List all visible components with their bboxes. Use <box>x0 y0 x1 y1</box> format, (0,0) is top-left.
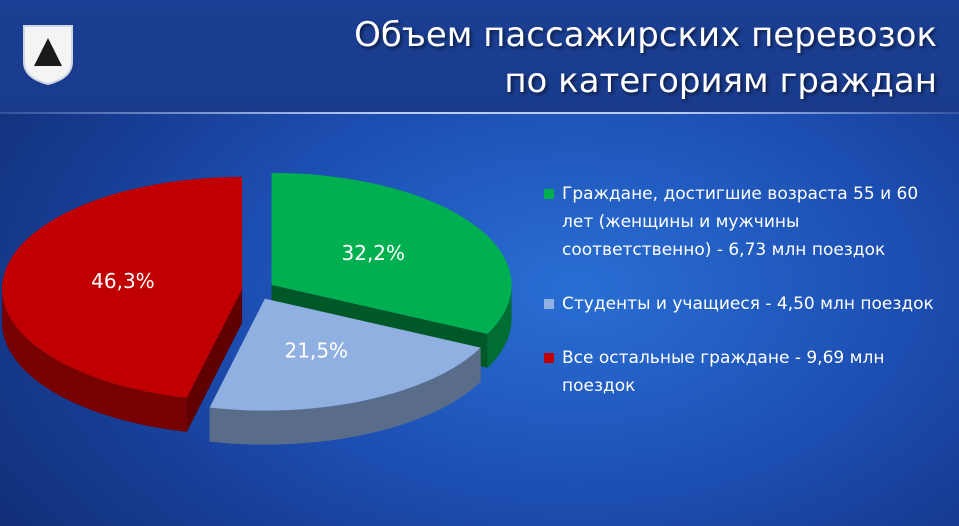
header-divider <box>0 112 959 114</box>
legend: Граждане, достигшие возраста 55 и 60 лет… <box>542 180 952 426</box>
legend-label: Студенты и учащиеся - 4,50 млн поездок <box>562 294 934 314</box>
pie-slice-1 <box>209 298 481 411</box>
legend-label: Граждане, достигшие возраста 55 и 60 лет… <box>562 184 919 260</box>
shield-emblem-icon <box>20 22 76 86</box>
legend-label: Все остальные граждане - 9,69 млн поездо… <box>562 348 885 396</box>
pie-chart: 32,2% 21,5% 46,3% <box>2 172 512 445</box>
pie-slice-0 <box>271 172 512 334</box>
legend-item-red: Все остальные граждане - 9,69 млн поездо… <box>542 344 952 400</box>
legend-swatch-green <box>544 189 554 199</box>
data-label-1: 21,5% <box>285 338 349 362</box>
legend-item-green: Граждане, достигшие возраста 55 и 60 лет… <box>542 180 952 264</box>
data-label-0: 32,2% <box>342 241 406 265</box>
legend-swatch-light-blue <box>544 299 554 309</box>
pie-slice-side-2 <box>2 288 187 432</box>
pie-slice-side-0 <box>487 284 512 368</box>
title-line-1: Объем пассажирских перевозок <box>354 15 937 55</box>
page-title: Объем пассажирских перевозок по категори… <box>297 12 937 104</box>
title-line-2: по категориям граждан <box>504 61 937 101</box>
pie-slice-wall-2-0 <box>186 288 243 432</box>
data-label-2: 46,3% <box>91 269 155 293</box>
pie-slice-side-1 <box>209 347 481 445</box>
pie-slice-2 <box>2 176 243 398</box>
legend-item-light-blue: Студенты и учащиеся - 4,50 млн поездок <box>542 290 952 318</box>
header-band <box>0 0 959 113</box>
legend-swatch-red <box>544 353 554 363</box>
